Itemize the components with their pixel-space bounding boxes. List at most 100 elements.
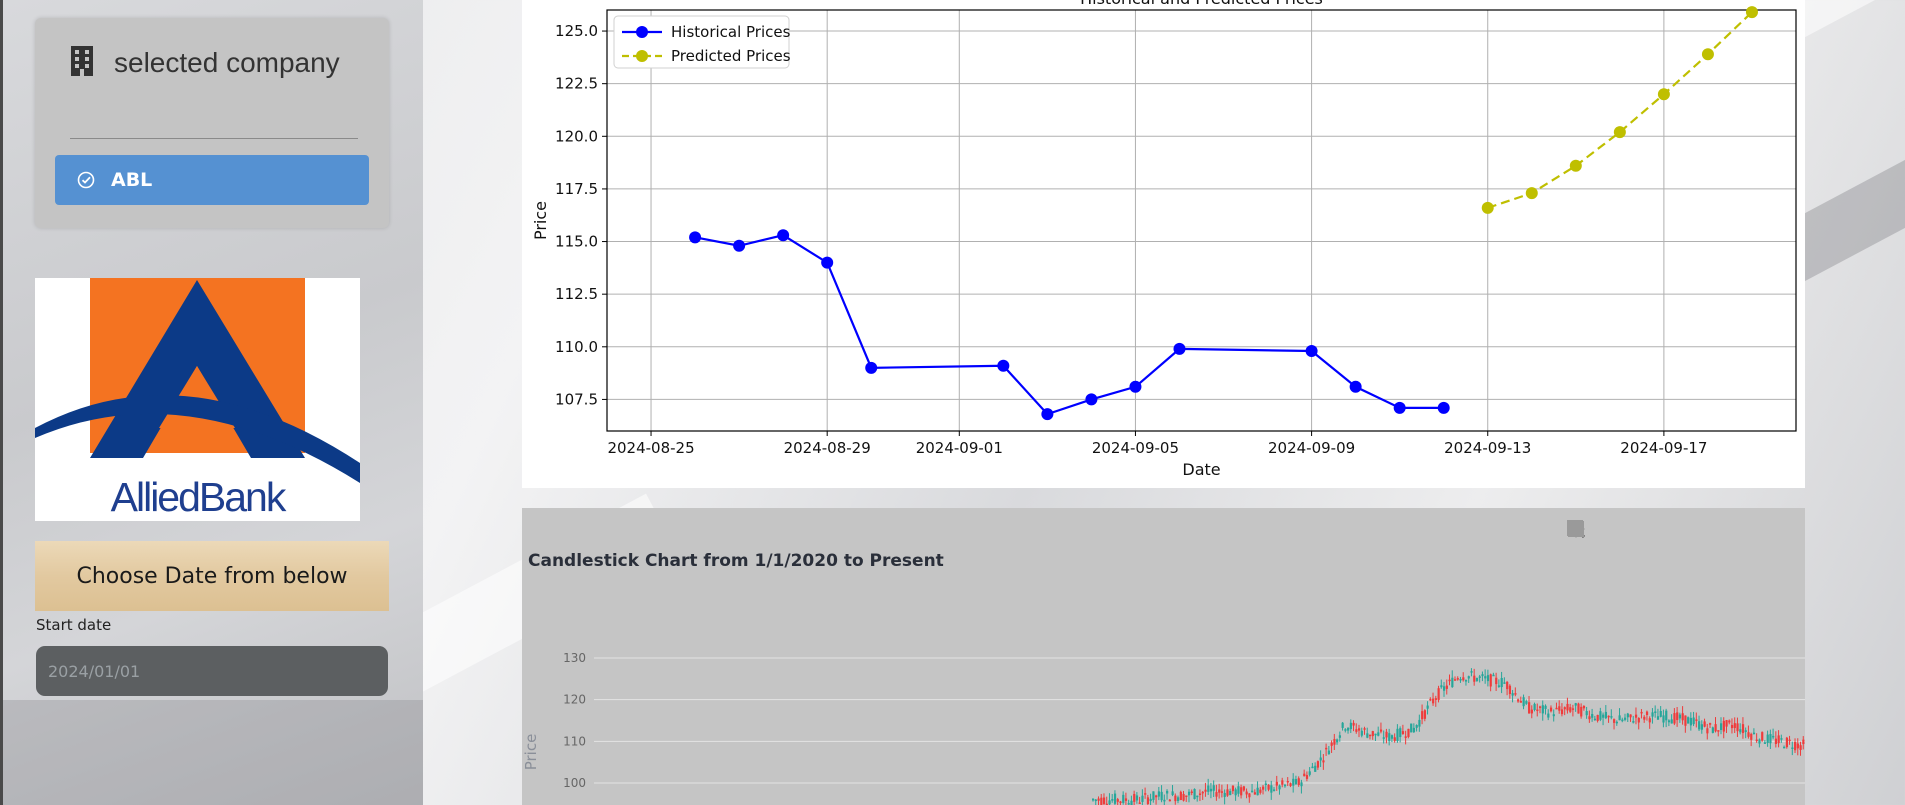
candle	[1355, 723, 1358, 734]
candle-body	[1401, 731, 1405, 735]
candle	[1209, 782, 1213, 799]
candle	[1626, 712, 1629, 723]
candle	[1390, 734, 1394, 743]
candle	[1673, 708, 1676, 726]
candle	[1305, 771, 1309, 782]
candle-body	[1473, 675, 1476, 682]
candle	[1464, 679, 1468, 686]
candle-body	[1407, 728, 1410, 737]
candle	[1747, 725, 1750, 739]
fullscreen-icon[interactable]	[1567, 520, 1799, 540]
candle	[1286, 777, 1289, 787]
candle	[1272, 787, 1276, 792]
candle	[1538, 705, 1542, 714]
candle	[1303, 769, 1306, 777]
data-point	[1657, 88, 1670, 101]
candle	[1410, 723, 1413, 733]
candle-body	[1160, 791, 1163, 801]
data-point	[1613, 126, 1626, 139]
chart-legend: Historical Prices Predicted Prices	[613, 15, 791, 69]
candle	[1772, 728, 1775, 740]
legend-label: Historical Prices	[671, 23, 791, 41]
candle	[1462, 672, 1465, 682]
candle-body	[1264, 783, 1267, 785]
data-point	[1701, 48, 1714, 61]
candle	[1423, 709, 1427, 722]
candle-body	[1514, 693, 1517, 695]
candle	[1437, 685, 1440, 703]
candle-body	[1242, 786, 1246, 791]
candle-body	[1536, 709, 1539, 712]
candle-body	[1396, 728, 1399, 741]
candle	[1336, 738, 1339, 745]
candle-body	[1670, 719, 1673, 724]
candle-body	[1377, 732, 1380, 736]
candle-body	[1511, 693, 1514, 696]
candle	[1352, 720, 1355, 732]
candle	[1687, 716, 1690, 724]
candle-body	[1615, 721, 1618, 724]
candle	[1174, 793, 1177, 805]
candle-body	[1124, 798, 1128, 801]
candle	[1341, 722, 1344, 731]
candle-body	[1187, 791, 1191, 796]
start-date-input[interactable]	[36, 646, 388, 696]
candle-body	[1245, 791, 1248, 795]
candle	[1643, 715, 1646, 723]
company-heading-text: selected company	[114, 47, 340, 78]
candle	[1240, 784, 1243, 799]
company-option-abl[interactable]: ABL	[55, 155, 369, 205]
candle-body	[1626, 713, 1629, 718]
candle-body	[1569, 707, 1572, 712]
candle	[1719, 717, 1723, 735]
candle-body	[1385, 731, 1388, 738]
x-tick-label: 2024-09-17	[1620, 439, 1707, 457]
candle	[1262, 784, 1265, 795]
candle	[1215, 784, 1218, 801]
candle	[1382, 730, 1385, 744]
candle-body	[1796, 743, 1799, 749]
candle-body	[1171, 791, 1174, 796]
candle-body	[1481, 674, 1484, 677]
candle-body	[1366, 733, 1369, 738]
candle-body	[1755, 739, 1758, 742]
candle-body	[1656, 716, 1660, 720]
candle-body	[1198, 793, 1202, 795]
candle	[1780, 734, 1783, 743]
candle-body	[1097, 798, 1100, 801]
candle	[1245, 788, 1248, 799]
candle	[1802, 736, 1805, 750]
candle-body	[1231, 785, 1235, 792]
candle	[1204, 782, 1207, 797]
company-option-label: ABL	[111, 169, 153, 191]
candles	[1092, 668, 1805, 805]
candle	[1459, 676, 1462, 683]
candlestick-title: Candlestick Chart from 1/1/2020 to Prese…	[528, 551, 944, 571]
home-icon[interactable]	[1568, 520, 1769, 540]
candle-body	[1220, 791, 1224, 793]
candle-body	[1519, 701, 1522, 703]
candle	[1500, 671, 1503, 694]
candle-body	[1640, 711, 1643, 714]
candle-body	[1681, 713, 1684, 721]
candle-body	[1673, 713, 1676, 724]
candle-body	[1292, 778, 1295, 786]
candle	[1558, 700, 1561, 714]
candle	[1549, 705, 1553, 713]
candle-body	[1665, 710, 1668, 721]
candle	[1602, 712, 1605, 726]
candle-body	[1725, 720, 1728, 727]
candle-body	[1193, 788, 1196, 799]
candle	[1741, 717, 1745, 739]
candle	[1739, 723, 1742, 735]
candle-body	[1599, 711, 1602, 720]
candle-body	[1141, 795, 1144, 802]
data-point	[733, 239, 746, 252]
candle-body	[1525, 701, 1528, 704]
candle-body	[1560, 709, 1564, 715]
candle	[1785, 736, 1789, 749]
data-point	[821, 256, 834, 269]
candle	[1588, 710, 1591, 723]
candle	[1706, 723, 1709, 740]
candle-body	[1719, 723, 1723, 730]
